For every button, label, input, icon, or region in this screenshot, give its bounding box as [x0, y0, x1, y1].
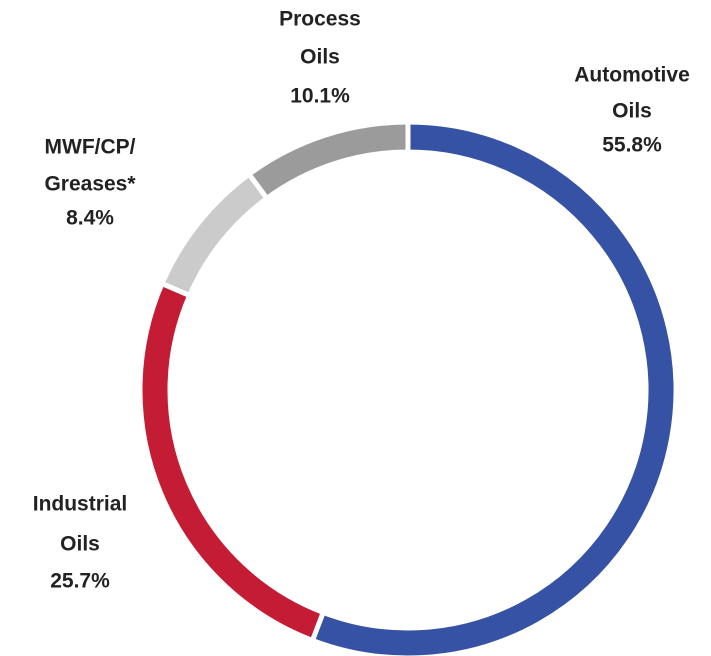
segment-label: Process — [279, 8, 361, 31]
value-label: 25.7% — [50, 570, 110, 593]
donut-segment — [245, 119, 411, 202]
value-label: 10.1% — [290, 85, 350, 108]
segment-label: Industrial — [33, 493, 128, 516]
segment-label: MWF/CP/ — [45, 136, 136, 159]
segment-label: Oils — [612, 100, 652, 123]
value-label: 55.8% — [602, 134, 662, 157]
value-label: 8.4% — [66, 207, 114, 230]
segment-label: Oils — [60, 533, 100, 556]
donut-segment — [137, 280, 327, 644]
segment-label: Oils — [300, 46, 340, 69]
donut-segment — [309, 119, 679, 656]
segment-label: Automotive — [574, 64, 690, 87]
segment-label: Greases* — [44, 173, 136, 196]
donut-segment — [158, 170, 271, 299]
